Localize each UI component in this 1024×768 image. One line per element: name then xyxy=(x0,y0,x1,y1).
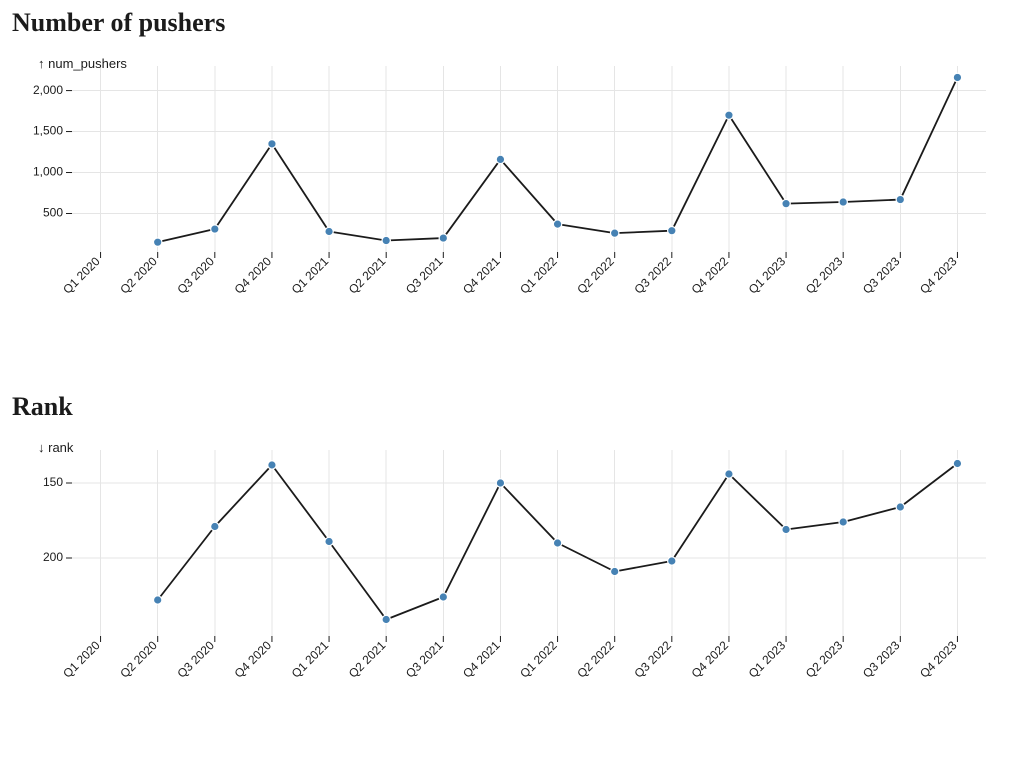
svg-text:500: 500 xyxy=(43,206,63,220)
svg-text:Q4 2022: Q4 2022 xyxy=(689,638,732,681)
svg-text:Q2 2021: Q2 2021 xyxy=(346,638,389,681)
svg-text:Q3 2020: Q3 2020 xyxy=(174,254,217,297)
svg-text:Q3 2022: Q3 2022 xyxy=(631,254,674,297)
svg-text:Q4 2023: Q4 2023 xyxy=(917,638,960,681)
svg-text:Q1 2022: Q1 2022 xyxy=(517,254,560,297)
svg-text:Q4 2021: Q4 2021 xyxy=(460,638,503,681)
svg-text:Q1 2021: Q1 2021 xyxy=(289,638,332,681)
svg-text:150: 150 xyxy=(43,475,63,489)
svg-text:Q3 2021: Q3 2021 xyxy=(403,254,446,297)
chart2-wrap: ↓ rank 150200Q1 2020Q2 2020Q3 2020Q4 202… xyxy=(12,444,1012,714)
svg-text:Q2 2023: Q2 2023 xyxy=(803,254,846,297)
charts-gap xyxy=(12,330,1012,392)
svg-text:Q1 2023: Q1 2023 xyxy=(746,254,789,297)
svg-text:Q1 2020: Q1 2020 xyxy=(60,638,103,681)
chart2-title: Rank xyxy=(12,392,1012,422)
chart1-axis-arrow: ↑ xyxy=(38,56,45,71)
svg-text:200: 200 xyxy=(43,550,63,564)
svg-text:Q2 2023: Q2 2023 xyxy=(803,638,846,681)
chart1-svg: 500 1,000 1,500 2,000 Q1 2020 Q2 2020 Q3 2020 Q… xyxy=(12,60,992,330)
svg-text:Q1 2020: Q1 2020 xyxy=(60,254,103,297)
svg-text:Q2 2020: Q2 2020 xyxy=(117,638,160,681)
svg-text:Q1 2023: Q1 2023 xyxy=(746,638,789,681)
chart1-axis-caption: ↑ num_pushers xyxy=(38,56,127,71)
svg-text:Q3 2021: Q3 2021 xyxy=(403,638,446,681)
svg-text:1,500: 1,500 xyxy=(33,124,63,138)
svg-text:Q2 2021: Q2 2021 xyxy=(346,254,389,297)
chart1-axis-label: num_pushers xyxy=(48,56,127,71)
svg-text:Q3 2020: Q3 2020 xyxy=(174,638,217,681)
svg-text:Q3 2023: Q3 2023 xyxy=(860,638,903,681)
chart2-axis-caption: ↓ rank xyxy=(38,440,73,455)
svg-text:Q4 2020: Q4 2020 xyxy=(232,254,275,297)
svg-text:Q1 2021: Q1 2021 xyxy=(289,254,332,297)
svg-text:Q1 2022: Q1 2022 xyxy=(517,638,560,681)
chart2-axis-label: rank xyxy=(48,440,73,455)
svg-text:Q4 2022: Q4 2022 xyxy=(689,254,732,297)
svg-text:Q3 2022: Q3 2022 xyxy=(631,638,674,681)
svg-text:Q4 2023: Q4 2023 xyxy=(917,254,960,297)
svg-text:Q2 2020: Q2 2020 xyxy=(117,254,160,297)
chart2-axis-arrow: ↓ xyxy=(38,440,45,455)
svg-text:Q2 2022: Q2 2022 xyxy=(574,254,617,297)
svg-text:Q2 2022: Q2 2022 xyxy=(574,638,617,681)
svg-text:Q4 2020: Q4 2020 xyxy=(232,638,275,681)
svg-text:Q3 2023: Q3 2023 xyxy=(860,254,903,297)
chart1-title: Number of pushers xyxy=(12,8,1012,38)
svg-text:Q4 2021: Q4 2021 xyxy=(460,254,503,297)
page: Number of pushers ↑ num_pushers 500 1,000… xyxy=(0,0,1024,714)
chart2-svg: 150 200 Q1 2020 Q2 2020 Q3 2020 Q4 2020 Q1 202… xyxy=(12,444,992,714)
svg-text:2,000: 2,000 xyxy=(33,83,63,97)
svg-text:1,000: 1,000 xyxy=(33,165,63,179)
chart1-wrap: ↑ num_pushers 5001,0001,5002,000Q1 2020Q… xyxy=(12,60,1012,330)
